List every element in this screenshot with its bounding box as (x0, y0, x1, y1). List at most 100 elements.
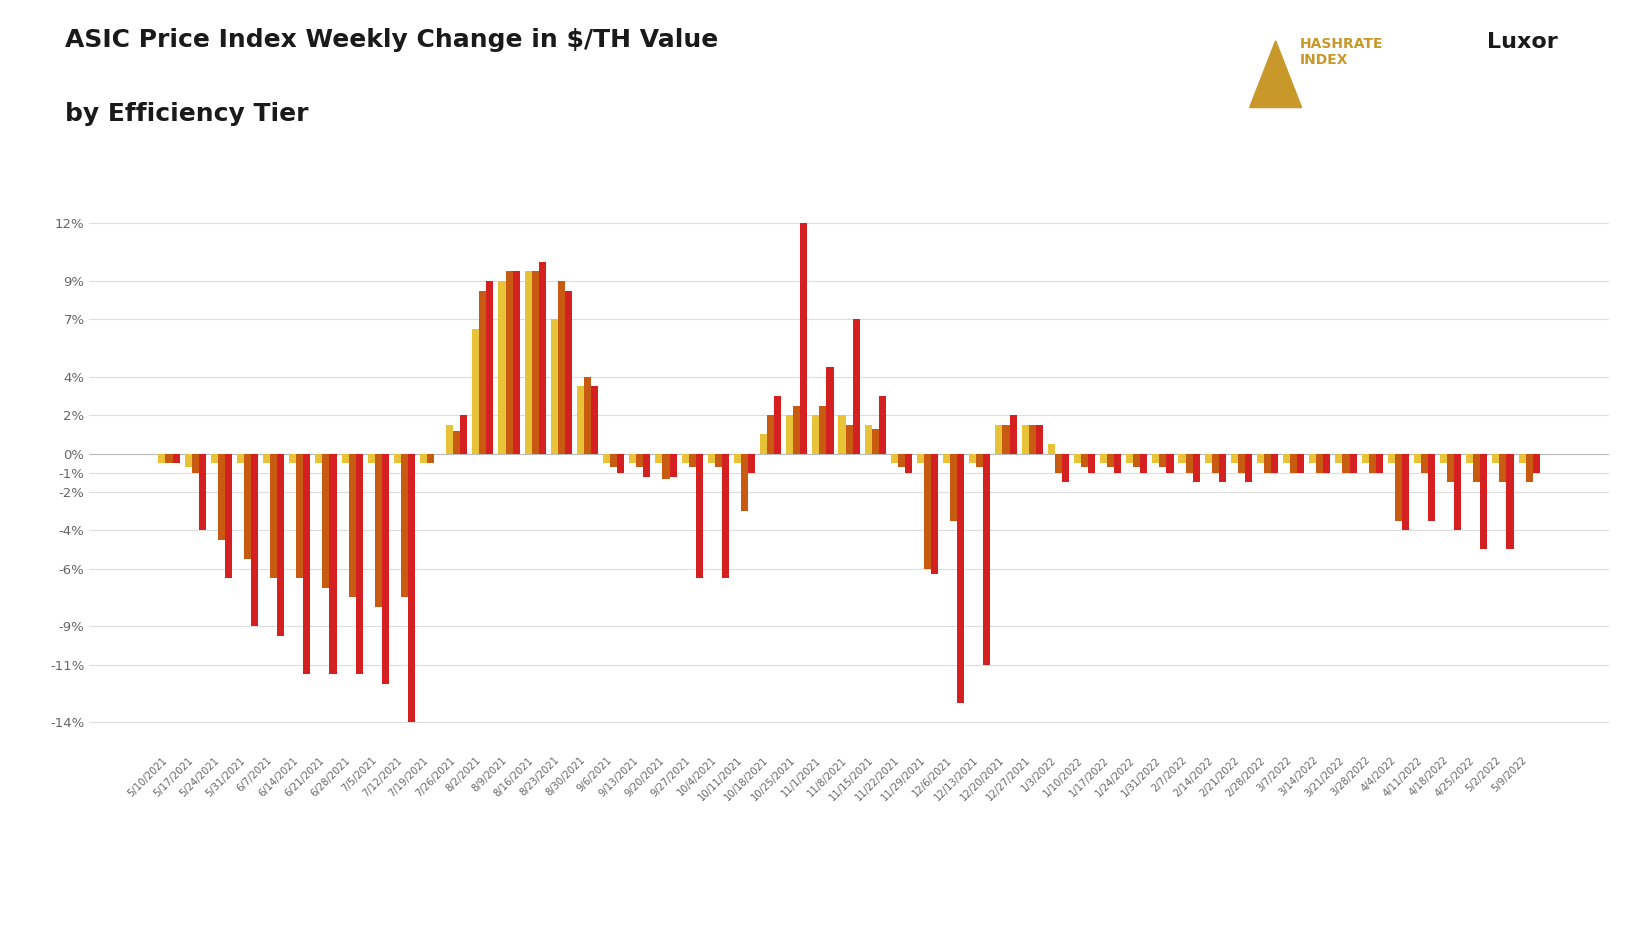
Bar (1388, 453, 1394, 464)
Bar (1492, 453, 1500, 464)
Bar (951, 453, 957, 521)
Bar (905, 453, 912, 473)
Bar (1219, 453, 1225, 482)
Bar (715, 453, 722, 467)
Bar (774, 396, 782, 453)
Bar (655, 453, 663, 464)
Bar (1258, 453, 1264, 464)
Bar (551, 319, 557, 453)
Bar (931, 453, 938, 575)
Bar (996, 425, 1003, 453)
Bar (159, 453, 166, 464)
Bar (618, 453, 624, 473)
Bar (1115, 453, 1121, 473)
Bar (609, 453, 618, 467)
Bar (566, 290, 572, 453)
Bar (1126, 453, 1133, 464)
Bar (708, 453, 715, 464)
Bar (1035, 425, 1043, 453)
Bar (263, 453, 270, 464)
Bar (1230, 453, 1238, 464)
Bar (1402, 453, 1409, 530)
Bar (1532, 453, 1540, 473)
Bar (486, 281, 494, 453)
Bar (192, 453, 198, 473)
Bar (577, 387, 583, 453)
Bar (296, 453, 304, 578)
Bar (1323, 453, 1331, 473)
Bar (663, 453, 670, 478)
Polygon shape (1250, 41, 1302, 108)
Bar (540, 261, 546, 453)
Bar (330, 453, 336, 674)
Bar (1420, 453, 1428, 473)
Bar (218, 453, 224, 540)
Bar (1141, 453, 1147, 473)
Bar (1284, 453, 1290, 464)
Bar (845, 425, 853, 453)
Bar (401, 453, 408, 597)
Bar (637, 453, 644, 467)
Bar (1466, 453, 1474, 464)
Bar (1480, 453, 1487, 550)
Bar (1089, 453, 1095, 473)
Bar (315, 453, 322, 464)
Bar (1362, 453, 1368, 464)
Bar (1009, 415, 1017, 453)
Bar (1100, 453, 1107, 464)
Bar (356, 453, 362, 674)
Bar (1212, 453, 1219, 473)
Bar (479, 290, 486, 453)
Bar (1474, 453, 1480, 482)
Bar (512, 272, 520, 453)
Bar (1271, 453, 1279, 473)
Bar (1055, 453, 1061, 473)
Bar (1167, 453, 1173, 473)
Bar (244, 453, 250, 559)
Bar (1290, 453, 1297, 473)
Bar (419, 453, 427, 464)
Bar (899, 453, 905, 467)
Bar (278, 453, 284, 636)
Bar (1061, 453, 1069, 482)
Bar (1500, 453, 1506, 482)
Bar (1394, 453, 1402, 521)
Bar (382, 453, 388, 684)
Bar (1159, 453, 1167, 467)
Bar (198, 453, 206, 530)
Bar (427, 453, 434, 464)
Text: Luxor: Luxor (1487, 32, 1558, 53)
Bar (696, 453, 702, 578)
Bar (1029, 425, 1035, 453)
Bar (557, 281, 565, 453)
Bar (185, 453, 192, 467)
Bar (1342, 453, 1349, 473)
Bar (1048, 444, 1055, 453)
Bar (748, 453, 756, 473)
Bar (916, 453, 925, 464)
Bar (1107, 453, 1115, 467)
Bar (1193, 453, 1199, 482)
Bar (689, 453, 696, 467)
Bar (1081, 453, 1089, 467)
Bar (349, 453, 356, 597)
Bar (289, 453, 296, 464)
Bar (871, 428, 879, 453)
Bar (968, 453, 977, 464)
Bar (1316, 453, 1323, 473)
Bar (838, 415, 845, 453)
Bar (734, 453, 741, 464)
Bar (891, 453, 899, 464)
Bar (1440, 453, 1448, 464)
Bar (1310, 453, 1316, 464)
Bar (1264, 453, 1271, 473)
Bar (460, 415, 468, 453)
Bar (681, 453, 689, 464)
Bar (1506, 453, 1513, 550)
Bar (1178, 453, 1186, 464)
Bar (304, 453, 310, 674)
Text: by Efficiency Tier: by Efficiency Tier (65, 102, 309, 126)
Bar (767, 415, 774, 453)
Bar (1448, 453, 1454, 482)
Bar (1368, 453, 1376, 473)
